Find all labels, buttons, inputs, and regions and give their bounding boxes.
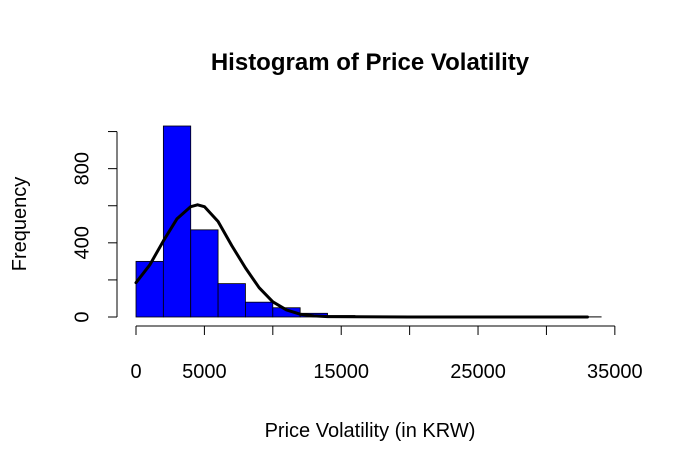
- histogram-bar: [135, 260, 164, 318]
- y-axis-label: Frequency: [9, 177, 31, 272]
- y-tick-label: 0: [71, 311, 93, 322]
- histogram-bars: [135, 125, 602, 318]
- x-tick-label: 15000: [313, 361, 369, 383]
- density-curve: [134, 203, 589, 319]
- x-tick-label: 5000: [182, 361, 227, 383]
- x-axis-label: Price Volatility (in KRW): [265, 420, 476, 442]
- y-axis: 0 400 800: [71, 131, 118, 323]
- x-tick-label: 35000: [587, 361, 643, 383]
- chart-title: Histogram of Price Volatility: [211, 49, 530, 76]
- histogram-bar: [190, 229, 219, 318]
- y-tick-label: 400: [71, 226, 93, 259]
- histogram-bar: [217, 283, 246, 318]
- y-tick-label: 800: [71, 152, 93, 185]
- histogram-bar: [245, 301, 274, 318]
- x-tick-label: 25000: [450, 361, 506, 383]
- x-tick-label: 0: [130, 361, 141, 383]
- histogram-bar: [272, 307, 301, 318]
- x-axis: 0 5000 15000 25000 35000: [130, 325, 643, 383]
